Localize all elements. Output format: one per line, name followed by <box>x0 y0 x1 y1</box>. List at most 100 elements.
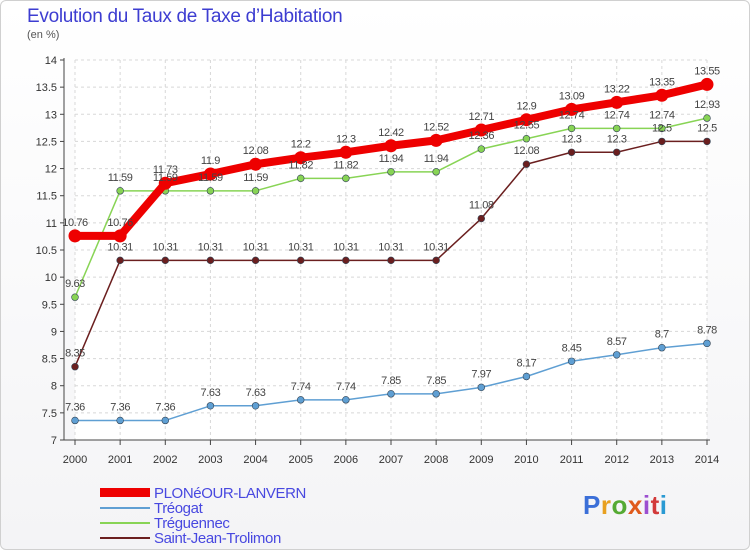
data-label: 8.45 <box>562 342 582 354</box>
data-label: 11.73 <box>153 164 178 176</box>
logo-letter: o <box>611 490 628 520</box>
data-label: 7.36 <box>65 401 85 413</box>
data-label: 12.71 <box>469 111 495 123</box>
data-point <box>613 124 621 133</box>
data-label: 9.63 <box>65 278 85 290</box>
data-label: 7.74 <box>336 381 356 393</box>
legend-item-ploneour: PLONéOUR-LANVERN <box>100 485 360 502</box>
data-label: 12.5 <box>652 122 672 134</box>
data-point <box>206 402 215 410</box>
data-label: 7.97 <box>471 368 491 380</box>
data-point <box>387 390 395 398</box>
data-label: 10.31 <box>333 241 359 253</box>
data-label: 10.31 <box>243 241 269 253</box>
data-label: 8.57 <box>607 336 627 348</box>
legend-label-saint-jean: Saint-Jean-Trolimon <box>154 530 281 547</box>
data-point <box>522 135 531 143</box>
data-point <box>116 256 124 265</box>
legend-swatch-treguennec <box>100 522 150 524</box>
data-label: 12.5 <box>697 122 717 134</box>
data-label: 12.74 <box>604 109 630 121</box>
data-point <box>71 293 79 301</box>
data-label: 12.3 <box>607 133 627 145</box>
data-point <box>655 88 669 102</box>
data-point <box>565 102 579 116</box>
data-label: 12.74 <box>559 109 585 121</box>
data-label: 10.31 <box>288 241 314 253</box>
data-label: 13.09 <box>559 90 585 102</box>
data-label: 7.63 <box>246 387 266 399</box>
logo-letter: i <box>642 490 651 520</box>
data-point <box>432 390 440 398</box>
data-point <box>342 174 350 183</box>
y-tick-label: 13 <box>45 109 57 121</box>
data-point <box>658 344 666 352</box>
data-label: 10.31 <box>378 241 404 253</box>
x-tick-label: 2010 <box>514 454 538 466</box>
data-point <box>206 187 215 195</box>
data-point <box>249 157 263 171</box>
y-tick-label: 12.5 <box>36 136 57 148</box>
data-point <box>116 416 124 425</box>
data-label: 10.76 <box>107 217 133 229</box>
plot-area <box>75 60 707 440</box>
data-label: 10.31 <box>423 241 449 253</box>
data-point <box>519 113 533 127</box>
x-tick-label: 2003 <box>198 454 222 466</box>
y-tick-label: 9 <box>51 326 57 338</box>
data-point <box>342 396 350 404</box>
data-point <box>294 151 308 165</box>
data-label: 10.76 <box>62 217 88 229</box>
y-tick-label: 11 <box>46 218 57 230</box>
x-tick-label: 2014 <box>695 454 719 466</box>
data-point <box>113 229 127 243</box>
legend-item-saint-jean: Saint-Jean-Trolimon <box>100 530 360 547</box>
data-label: 10.31 <box>198 241 224 253</box>
data-point <box>474 123 488 137</box>
x-tick-label: 2001 <box>108 454 132 466</box>
data-label: 8.35 <box>65 348 85 360</box>
data-point <box>297 256 305 265</box>
data-label: 11.9 <box>201 155 220 167</box>
data-point <box>297 174 305 183</box>
logo-letter: P <box>583 490 601 520</box>
data-point <box>297 396 305 404</box>
data-label: 11.94 <box>379 153 404 165</box>
data-point <box>610 95 624 109</box>
data-label: 10.31 <box>107 241 133 253</box>
data-label: 11.82 <box>288 159 313 171</box>
data-label: 11.94 <box>424 153 449 165</box>
y-tick-label: 14 <box>45 55 57 67</box>
legend-swatch-saint-jean <box>100 537 150 539</box>
data-point <box>161 256 169 265</box>
data-label: 12.08 <box>514 145 540 157</box>
data-point <box>477 214 485 223</box>
x-tick-label: 2008 <box>424 454 448 466</box>
logo-letter: x <box>627 490 643 520</box>
data-point <box>522 160 531 168</box>
data-label: 12.3 <box>562 133 582 145</box>
data-label: 13.35 <box>649 76 675 88</box>
data-point <box>432 256 440 265</box>
legend-swatch-ploneour <box>100 488 150 497</box>
data-label: 7.36 <box>155 401 175 413</box>
logo-letter: r <box>600 490 612 520</box>
data-point <box>522 372 531 381</box>
data-label: 11.59 <box>243 172 268 184</box>
data-label: 12.93 <box>694 99 720 111</box>
y-tick-label: 13.5 <box>36 82 57 94</box>
legend-item-treguennec: Tréguennec <box>100 515 360 532</box>
legend-label-ploneour: PLONéOUR-LANVERN <box>154 485 306 502</box>
data-point <box>700 77 714 91</box>
data-label: 8.78 <box>697 324 717 336</box>
data-point <box>658 137 666 146</box>
data-label: 8.7 <box>655 329 669 341</box>
x-tick-label: 2012 <box>604 454 628 466</box>
data-label: 11.59 <box>198 172 223 184</box>
data-point <box>203 167 217 181</box>
y-tick-label: 7.5 <box>42 408 57 420</box>
data-label: 12.36 <box>469 130 495 142</box>
data-point <box>703 114 711 122</box>
y-tick-label: 8.5 <box>42 354 57 366</box>
data-label: 12.42 <box>378 127 404 139</box>
